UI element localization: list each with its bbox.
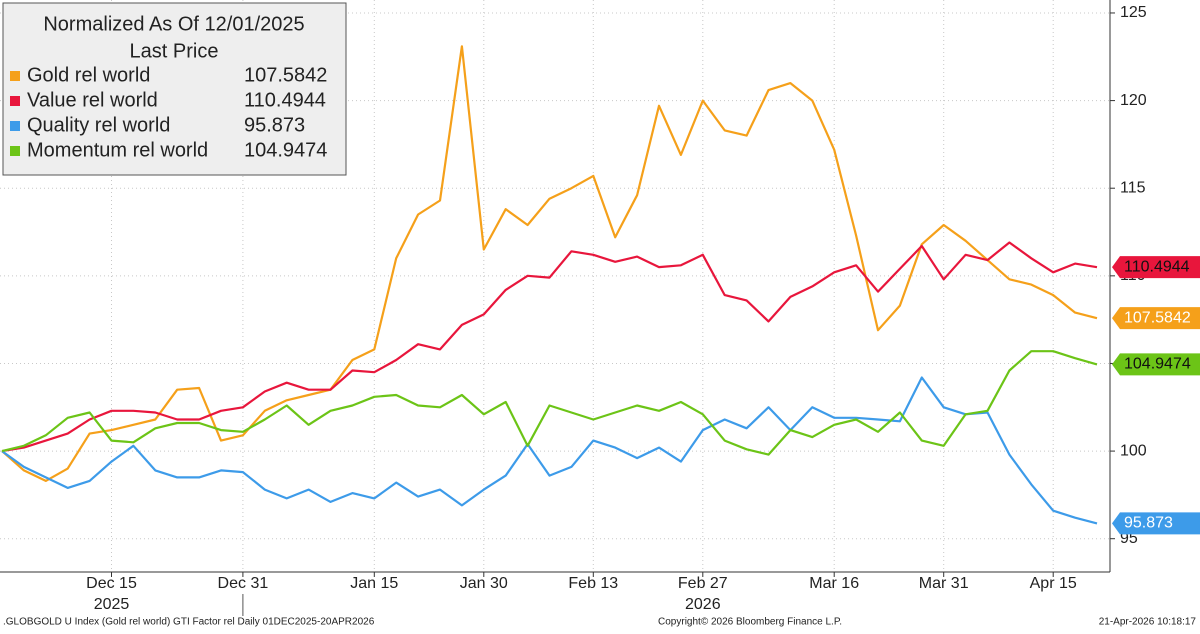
last-value-label: 110.4944 <box>1124 258 1190 275</box>
grid <box>0 0 1110 572</box>
legend-box <box>2 2 347 176</box>
x-year-label: 2025 <box>94 596 130 613</box>
y-tick-label: 125 <box>1120 4 1147 21</box>
last-value-tag <box>1112 307 1200 330</box>
legend-swatch <box>10 71 20 81</box>
legend-label: Quality rel world <box>27 114 170 136</box>
x-tick-label: Dec 31 <box>218 575 269 592</box>
legend-swatch <box>10 96 20 106</box>
legend-last-price: 107.5842 <box>244 64 327 86</box>
legend-last-price: 95.873 <box>244 114 305 136</box>
y-tick-label: 100 <box>1120 442 1147 459</box>
x-tick-label: Dec 15 <box>86 575 137 592</box>
legend-title: Normalized As Of 12/01/2025 <box>43 13 304 35</box>
x-tick-label: Jan 30 <box>460 575 508 592</box>
y-tick-label: 120 <box>1120 92 1147 109</box>
legend-subtitle: Last Price <box>130 40 219 62</box>
x-tick-label: Feb 27 <box>678 575 728 592</box>
last-value-tag <box>1112 256 1200 279</box>
x-year-label: 2026 <box>685 596 721 613</box>
footer-copyright: Copyright© 2026 Bloomberg Finance L.P. <box>658 617 842 628</box>
legend-label: Gold rel world <box>27 64 150 86</box>
legend-label: Momentum rel world <box>27 139 208 161</box>
x-tick-label: Apr 15 <box>1030 575 1077 592</box>
series-line <box>1 376 1098 525</box>
legend-label: Value rel world <box>27 89 158 111</box>
footer-timestamp: 21-Apr-2026 10:18:17 <box>1099 617 1197 628</box>
legend-swatch <box>10 121 20 131</box>
last-value-label: 95.873 <box>1124 515 1173 532</box>
x-tick-label: Jan 15 <box>350 575 398 592</box>
legend-last-price: 104.9474 <box>244 139 327 161</box>
legend-swatch <box>10 146 20 156</box>
last-value-label: 107.5842 <box>1124 309 1191 326</box>
last-value-label: 104.9474 <box>1124 356 1191 373</box>
last-value-tags: 107.5842 110.4944 95.873 104.9474 <box>1112 256 1200 535</box>
series-line <box>1 45 1098 482</box>
x-tick-label: Mar 16 <box>809 575 859 592</box>
x-tick-label: Feb 13 <box>568 575 618 592</box>
series-line <box>1 241 1098 453</box>
x-tick-label: Mar 31 <box>919 575 969 592</box>
footer-source: .GLOBGOLD U Index (Gold rel world) GTI F… <box>3 617 375 628</box>
y-tick-label: 115 <box>1120 179 1146 196</box>
series-line <box>1 350 1098 456</box>
legend: Normalized As Of 12/01/2025 Last Price G… <box>2 2 347 176</box>
legend-last-price: 110.4944 <box>244 89 326 111</box>
lines <box>1 45 1098 525</box>
last-value-tag <box>1112 353 1200 376</box>
last-value-tag <box>1112 512 1200 535</box>
